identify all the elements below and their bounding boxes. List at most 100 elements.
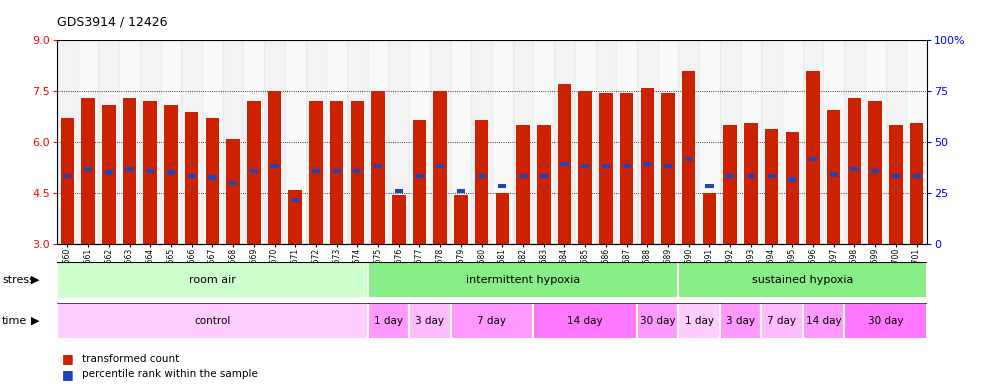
- Text: control: control: [195, 316, 231, 326]
- Bar: [188, 174, 196, 178]
- Text: stress: stress: [2, 275, 34, 285]
- Bar: [202, 40, 223, 244]
- Text: ▶: ▶: [31, 316, 39, 326]
- Bar: [699, 40, 720, 244]
- Bar: [332, 169, 341, 173]
- Bar: [830, 172, 838, 177]
- Bar: [119, 40, 140, 244]
- Bar: [351, 101, 364, 244]
- Bar: [513, 40, 534, 244]
- Bar: [413, 120, 427, 244]
- Bar: [578, 91, 592, 244]
- Bar: [430, 40, 450, 244]
- Bar: [98, 40, 119, 244]
- Bar: [768, 174, 776, 178]
- Bar: [326, 40, 347, 244]
- Bar: [844, 40, 865, 244]
- Bar: [554, 40, 575, 244]
- Text: room air: room air: [189, 275, 236, 285]
- Bar: [267, 91, 281, 244]
- Bar: [498, 184, 506, 189]
- Bar: [388, 40, 409, 244]
- Bar: [678, 303, 720, 339]
- Text: 30 day: 30 day: [640, 316, 675, 326]
- Bar: [827, 110, 840, 244]
- Text: 14 day: 14 day: [567, 316, 603, 326]
- Bar: [436, 164, 444, 168]
- Bar: [560, 162, 568, 166]
- Bar: [78, 40, 98, 244]
- Bar: [519, 174, 527, 178]
- Bar: [620, 93, 633, 244]
- Bar: [557, 84, 571, 244]
- Bar: [495, 193, 509, 244]
- Bar: [886, 40, 906, 244]
- Bar: [167, 170, 175, 175]
- Bar: [781, 40, 803, 244]
- Bar: [285, 40, 306, 244]
- Bar: [765, 129, 779, 244]
- Bar: [57, 40, 78, 244]
- Bar: [871, 169, 879, 173]
- Bar: [537, 125, 550, 244]
- Bar: [868, 101, 882, 244]
- Bar: [140, 40, 160, 244]
- Bar: [788, 177, 796, 182]
- Bar: [416, 174, 424, 178]
- Bar: [61, 118, 74, 244]
- Bar: [434, 91, 447, 244]
- Bar: [454, 195, 468, 244]
- Text: 1 day: 1 day: [374, 316, 403, 326]
- Bar: [374, 164, 382, 168]
- Bar: [450, 303, 534, 339]
- Bar: [244, 40, 264, 244]
- Bar: [160, 40, 181, 244]
- Bar: [395, 189, 403, 194]
- Bar: [247, 101, 260, 244]
- Bar: [457, 189, 465, 194]
- Text: GDS3914 / 12426: GDS3914 / 12426: [57, 15, 167, 28]
- Text: transformed count: transformed count: [82, 354, 179, 364]
- Bar: [637, 303, 678, 339]
- Text: 14 day: 14 day: [806, 316, 841, 326]
- Bar: [450, 40, 471, 244]
- Text: 7 day: 7 day: [478, 316, 506, 326]
- Bar: [534, 303, 637, 339]
- Text: ■: ■: [62, 353, 74, 366]
- Bar: [740, 40, 761, 244]
- Bar: [353, 169, 362, 173]
- Bar: [890, 125, 902, 244]
- Bar: [616, 40, 637, 244]
- Text: intermittent hypoxia: intermittent hypoxia: [466, 275, 580, 285]
- Bar: [602, 164, 610, 168]
- Bar: [250, 169, 258, 173]
- Bar: [82, 98, 94, 244]
- Bar: [685, 157, 693, 161]
- Bar: [57, 303, 368, 339]
- Bar: [392, 195, 406, 244]
- Bar: [185, 112, 199, 244]
- Bar: [761, 40, 781, 244]
- Bar: [223, 40, 244, 244]
- Bar: [372, 91, 384, 244]
- Bar: [534, 40, 554, 244]
- Text: sustained hypoxia: sustained hypoxia: [752, 275, 853, 285]
- Bar: [229, 180, 237, 185]
- Bar: [84, 167, 92, 171]
- Bar: [409, 303, 450, 339]
- Text: time: time: [2, 316, 28, 326]
- Bar: [720, 40, 740, 244]
- Bar: [475, 120, 489, 244]
- Bar: [682, 71, 696, 244]
- Text: 3 day: 3 day: [726, 316, 755, 326]
- Bar: [803, 303, 844, 339]
- Bar: [270, 164, 278, 168]
- Text: 1 day: 1 day: [684, 316, 714, 326]
- Bar: [596, 40, 616, 244]
- Text: percentile rank within the sample: percentile rank within the sample: [82, 369, 258, 379]
- Bar: [806, 71, 820, 244]
- Bar: [720, 303, 761, 339]
- Bar: [761, 303, 803, 339]
- Bar: [844, 303, 927, 339]
- Bar: [347, 40, 368, 244]
